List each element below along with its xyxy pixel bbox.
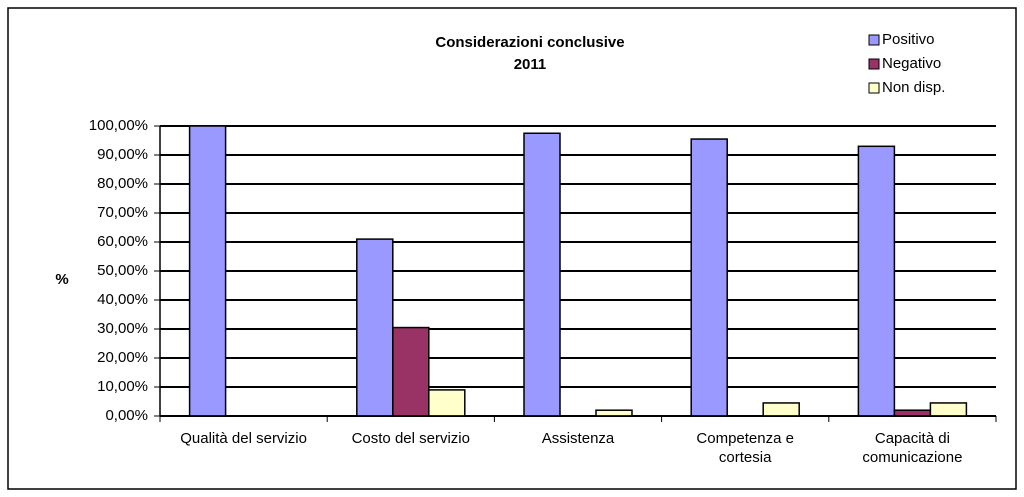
y-tick-label: 80,00% (97, 175, 148, 192)
bar (356, 238, 394, 417)
chart-border (7, 7, 1017, 490)
bar (523, 132, 561, 417)
y-tick-label: 70,00% (97, 204, 148, 221)
x-tick-label: Capacità di comunicazione (862, 430, 963, 466)
y-axis-label: % (55, 271, 68, 288)
legend-swatch (868, 82, 880, 94)
bar (762, 402, 800, 417)
chart-title: Considerazioni conclusive (435, 34, 624, 51)
y-tick-label: 100,00% (89, 117, 148, 134)
bar (690, 138, 728, 417)
x-tick-label: Qualità del servizio (180, 430, 307, 447)
legend-swatch (868, 58, 880, 70)
y-tick-label: 60,00% (97, 233, 148, 250)
y-tick-label: 50,00% (97, 262, 148, 279)
bar (595, 409, 633, 417)
bar (428, 389, 466, 417)
y-tick-label: 20,00% (97, 349, 148, 366)
y-tick-label: 0,00% (105, 407, 148, 424)
bar (188, 125, 227, 417)
x-tick-label: Competenza e cortesia (696, 430, 794, 466)
legend-swatch (868, 34, 880, 46)
bar (893, 409, 932, 417)
y-tick-label: 10,00% (97, 378, 148, 395)
bar (857, 145, 896, 417)
y-tick-label: 30,00% (97, 320, 148, 337)
bar (929, 402, 968, 417)
y-tick-label: 40,00% (97, 291, 148, 308)
legend-label: Non disp. (882, 79, 945, 96)
x-tick-label: Assistenza (541, 430, 615, 447)
legend-label: Negativo (882, 55, 941, 72)
y-tick-label: 90,00% (97, 146, 148, 163)
bar (392, 326, 430, 417)
legend-label: Positivo (882, 31, 935, 48)
chart-subtitle: 2011 (514, 56, 547, 73)
x-tick-label: Costo del servizio (351, 430, 470, 447)
